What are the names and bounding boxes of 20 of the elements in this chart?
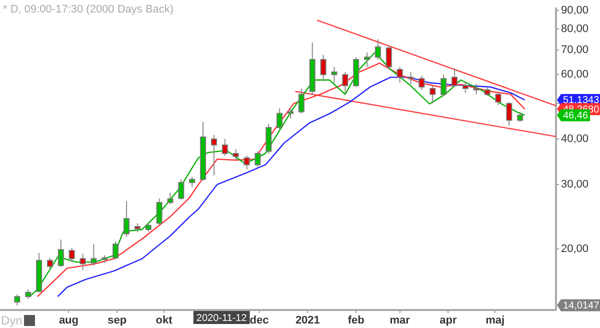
x-tick-label: 2021 [295,314,320,327]
y-tick-label: 70,00 [561,44,589,56]
y-tick-label: 40,00 [561,132,589,145]
x-tick-label: feb [348,314,365,327]
text: 2020-11-12 [196,312,248,324]
y-tick-label: 80,00 [561,23,589,36]
x-tick-label: dec [250,314,269,327]
x-tick-label: apr [440,314,458,327]
y-tick-label: 20,00 [561,242,589,255]
text: 14,0147 [563,300,600,312]
x-tick-label: mar [390,314,411,327]
text: Dyn [1,313,22,328]
x-tick-label: okt [156,314,173,327]
x-tick-label: sep [108,314,127,327]
x-tick-label: maj [486,314,505,327]
x-tick-label: aug [58,314,78,327]
y-tick-label: 60,00 [561,68,589,81]
y-tick-label: 90,00 [561,4,589,16]
chart-title: * D, 09:00-17:30 (2000 Days Back) [3,4,174,16]
y-tick-label: 30,00 [561,178,589,191]
